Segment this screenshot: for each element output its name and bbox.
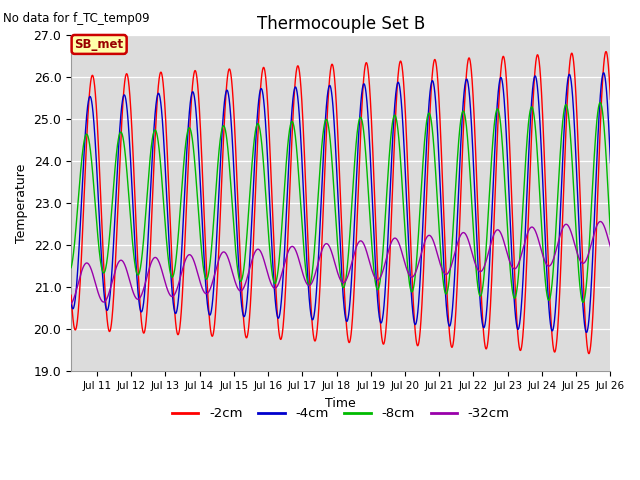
Text: SB_met: SB_met <box>75 38 124 51</box>
Legend: -2cm, -4cm, -8cm, -32cm: -2cm, -4cm, -8cm, -32cm <box>167 402 515 425</box>
Text: No data for f_TC_temp09: No data for f_TC_temp09 <box>3 12 150 25</box>
Title: Thermocouple Set B: Thermocouple Set B <box>257 15 425 33</box>
Y-axis label: Temperature: Temperature <box>15 163 28 243</box>
X-axis label: Time: Time <box>325 397 356 410</box>
